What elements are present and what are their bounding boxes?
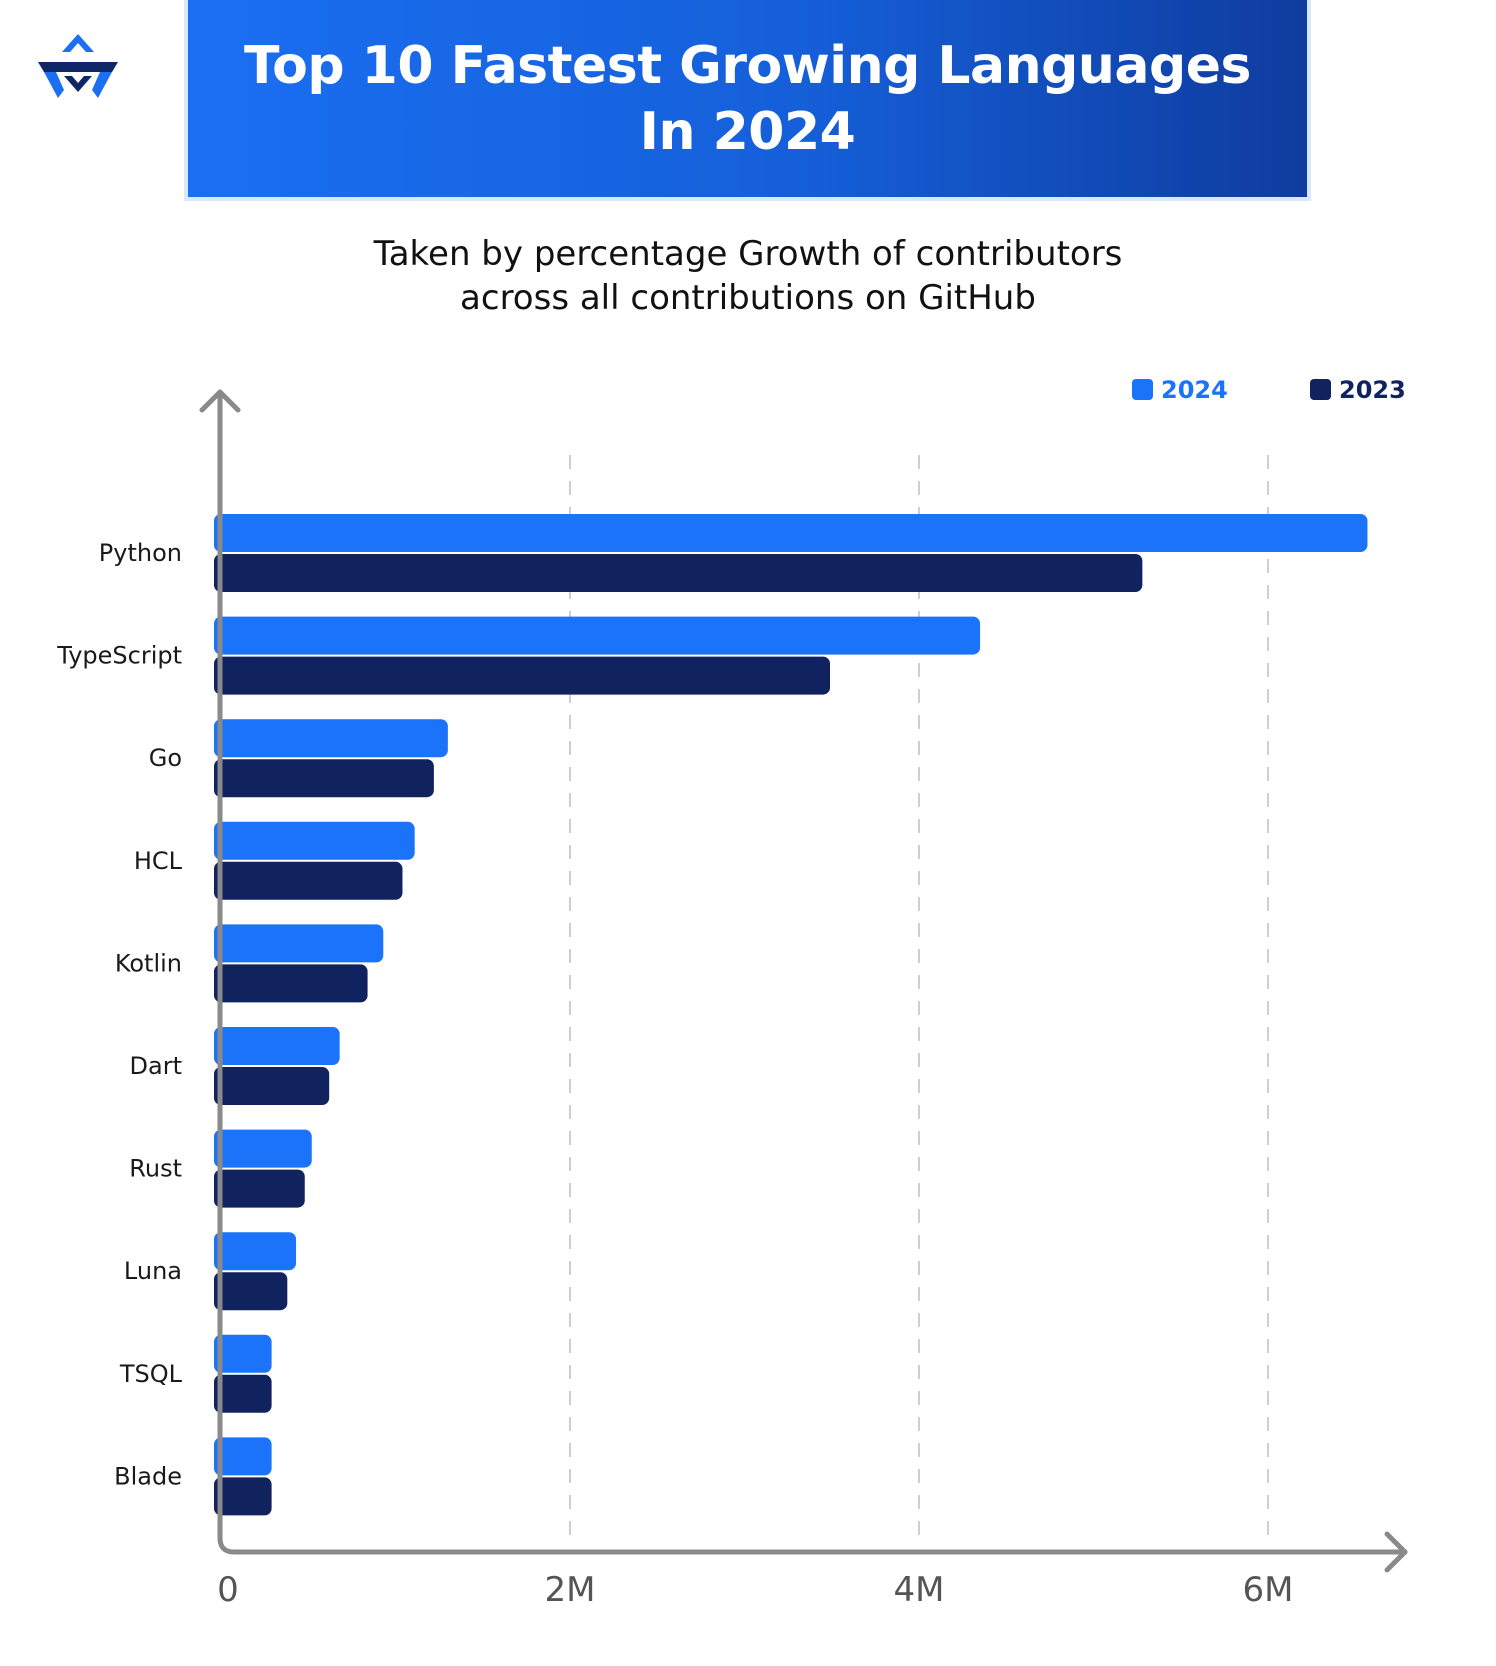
labels-layer: 0 2M 4M 6M Python TypeScript Go HCL Kotlin Dart Ru… (56, 539, 1293, 1610)
bar-go-2024 (214, 719, 448, 758)
x-axis-arrow-icon (1384, 1531, 1408, 1573)
bar-kotlin-2023 (214, 964, 368, 1003)
category-label-dart: Dart (130, 1052, 182, 1080)
category-label-tsql: TSQL (119, 1360, 183, 1388)
bar-rust-2023 (214, 1169, 305, 1208)
bars-layer (214, 514, 1368, 1516)
category-label-rust: Rust (129, 1155, 182, 1183)
chart-title-line-2: In 2024 (639, 101, 856, 162)
legend-swatch-2023 (1310, 379, 1331, 400)
chart-subtitle-line-2: across all contributions on GitHub (460, 278, 1036, 318)
bar-typescript-2023 (214, 656, 831, 695)
bar-tsql-2024 (214, 1334, 272, 1373)
x-tick-label-0: 0 (217, 1570, 239, 1610)
axes-layer (199, 389, 1408, 1573)
chart-title-line-1: Top 10 Fastest Growing Languages (244, 35, 1251, 96)
axis-lines (217, 389, 1408, 1555)
category-label-typescript: TypeScript (56, 642, 182, 670)
bar-go-2023 (214, 759, 434, 798)
x-tick-label-4m: 4M (894, 1570, 945, 1610)
bar-python-2024 (214, 514, 1368, 552)
category-label-kotlin: Kotlin (115, 949, 182, 977)
bar-hcl-2023 (214, 861, 403, 900)
legend-label-2024: 2024 (1161, 376, 1228, 404)
bar-python-2023 (214, 554, 1143, 592)
category-label-blade: Blade (114, 1462, 182, 1490)
bar-blade-2024 (214, 1437, 272, 1476)
bar-tsql-2023 (214, 1374, 272, 1413)
legend-swatch-2024 (1132, 379, 1153, 400)
bar-kotlin-2024 (214, 924, 384, 963)
category-label-hcl: HCL (134, 847, 183, 875)
bar-typescript-2024 (214, 616, 981, 655)
chart-subtitle: Taken by percentage Growth of contributo… (0, 232, 1496, 320)
bar-rust-2024 (214, 1129, 312, 1168)
bar-dart-2024 (214, 1027, 340, 1065)
x-tick-label-2m: 2M (545, 1570, 596, 1610)
bar-blade-2023 (214, 1477, 272, 1516)
bar-luna-2023 (214, 1272, 288, 1311)
category-label-python: Python (99, 539, 182, 567)
chart-title: Top 10 Fastest Growing Languages In 2024 (244, 33, 1251, 165)
category-label-luna: Luna (124, 1257, 182, 1285)
bar-luna-2024 (214, 1232, 297, 1271)
legend-label-2023: 2023 (1339, 376, 1406, 404)
x-tick-label-6m: 6M (1243, 1570, 1294, 1610)
y-axis-arrow-icon (199, 389, 241, 413)
brand-logo-icon (36, 32, 120, 100)
category-label-go: Go (149, 744, 182, 772)
bar-hcl-2024 (214, 821, 415, 860)
bar-dart-2023 (214, 1067, 330, 1105)
chart-subtitle-line-1: Taken by percentage Growth of contributo… (373, 234, 1123, 274)
legend: 2024 2023 (1132, 376, 1406, 404)
title-banner: Top 10 Fastest Growing Languages In 2024 (188, 0, 1307, 197)
